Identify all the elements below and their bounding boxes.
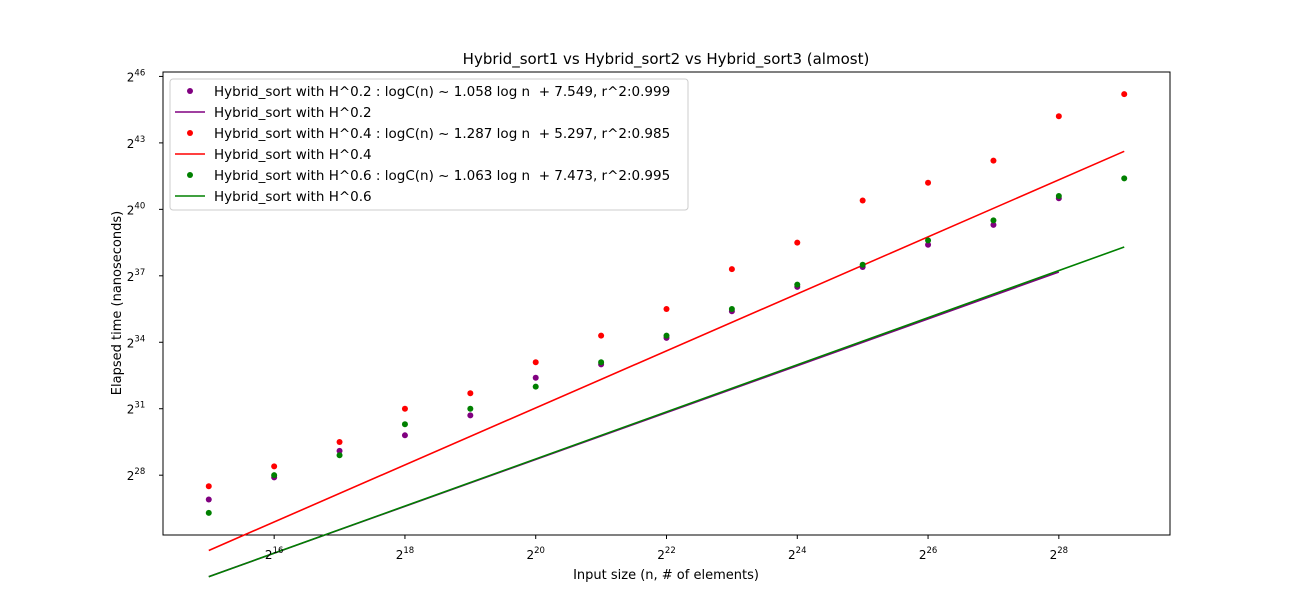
data-point-series-2 bbox=[532, 359, 539, 366]
data-point-series-3 bbox=[532, 383, 539, 390]
data-points bbox=[205, 91, 1128, 516]
data-point-series-2 bbox=[271, 463, 278, 470]
y-tick-label: 228 bbox=[127, 467, 145, 483]
data-point-series-2 bbox=[1121, 91, 1128, 98]
data-point-series-3 bbox=[271, 472, 278, 479]
data-point-series-2 bbox=[663, 306, 670, 313]
data-point-series-2 bbox=[205, 483, 212, 490]
data-point-series-2 bbox=[467, 390, 474, 397]
data-point-series-2 bbox=[794, 239, 801, 246]
data-point-series-3 bbox=[728, 306, 735, 313]
x-tick-label: 220 bbox=[526, 546, 544, 562]
data-point-series-1 bbox=[990, 221, 997, 228]
legend-label: Hybrid_sort with H^0.2 : logC(n) ~ 1.058… bbox=[214, 84, 670, 100]
data-point-series-1 bbox=[532, 374, 539, 381]
y-tick-label: 240 bbox=[127, 201, 145, 217]
y-tick-label: 234 bbox=[127, 334, 145, 350]
x-tick-label: 224 bbox=[788, 546, 806, 562]
y-tick-label: 246 bbox=[127, 68, 145, 84]
x-axis-label: Input size (n, # of elements) bbox=[573, 568, 759, 583]
data-point-series-2 bbox=[859, 197, 866, 204]
data-point-series-1 bbox=[336, 447, 343, 454]
legend-label: Hybrid_sort with H^0.6 bbox=[214, 189, 372, 205]
data-point-series-3 bbox=[663, 332, 670, 339]
legend-label: Hybrid_sort with H^0.4 : logC(n) ~ 1.287… bbox=[214, 126, 670, 142]
data-point-series-3 bbox=[205, 509, 212, 516]
y-tick-label: 243 bbox=[127, 135, 145, 151]
fit-line-series-3 bbox=[208, 246, 1125, 578]
data-point-series-3 bbox=[336, 452, 343, 459]
data-point-series-1 bbox=[401, 432, 408, 439]
legend: Hybrid_sort with H^0.2 : logC(n) ~ 1.058… bbox=[169, 78, 689, 211]
data-point-series-2 bbox=[1055, 113, 1062, 120]
x-tick-label: 218 bbox=[396, 546, 414, 562]
fit-line-series-2 bbox=[208, 150, 1125, 552]
data-point-series-1 bbox=[925, 241, 932, 248]
data-point-series-3 bbox=[794, 281, 801, 288]
data-point-series-2 bbox=[336, 438, 343, 445]
data-point-series-1 bbox=[467, 412, 474, 419]
y-axis-ticks: 228 231 234 237 240 243 246 bbox=[127, 68, 163, 483]
data-point-series-3 bbox=[925, 237, 932, 244]
y-tick-label: 231 bbox=[127, 401, 145, 417]
legend-box bbox=[169, 78, 689, 211]
legend-marker bbox=[187, 88, 193, 94]
legend-label: Hybrid_sort with H^0.4 bbox=[214, 147, 372, 163]
data-point-series-2 bbox=[728, 266, 735, 273]
x-tick-label: 216 bbox=[265, 546, 283, 562]
fit-lines bbox=[208, 150, 1125, 578]
x-tick-label: 226 bbox=[919, 546, 937, 562]
data-point-series-2 bbox=[598, 332, 605, 339]
data-point-series-2 bbox=[925, 179, 932, 186]
x-axis-ticks: 216 218 220 222 224 226 228 bbox=[265, 535, 1068, 562]
data-point-series-1 bbox=[205, 496, 212, 503]
legend-label: Hybrid_sort with H^0.6 : logC(n) ~ 1.063… bbox=[214, 168, 670, 184]
data-point-series-2 bbox=[401, 405, 408, 412]
legend-marker bbox=[187, 130, 193, 136]
data-point-series-3 bbox=[598, 359, 605, 366]
chart-title: Hybrid_sort1 vs Hybrid_sort2 vs Hybrid_s… bbox=[463, 50, 870, 69]
legend-label: Hybrid_sort with H^0.2 bbox=[214, 105, 372, 121]
y-axis-label: Elapsed time (nanoseconds) bbox=[110, 211, 125, 395]
data-point-series-3 bbox=[1055, 193, 1062, 200]
data-point-series-3 bbox=[990, 217, 997, 224]
x-tick-label: 228 bbox=[1050, 546, 1068, 562]
legend-marker bbox=[187, 172, 193, 178]
data-point-series-3 bbox=[859, 261, 866, 268]
data-point-series-2 bbox=[990, 157, 997, 164]
data-point-series-3 bbox=[1121, 175, 1128, 182]
x-tick-label: 222 bbox=[657, 546, 675, 562]
y-tick-label: 237 bbox=[127, 268, 145, 284]
data-point-series-3 bbox=[401, 421, 408, 428]
data-point-series-3 bbox=[467, 405, 474, 412]
